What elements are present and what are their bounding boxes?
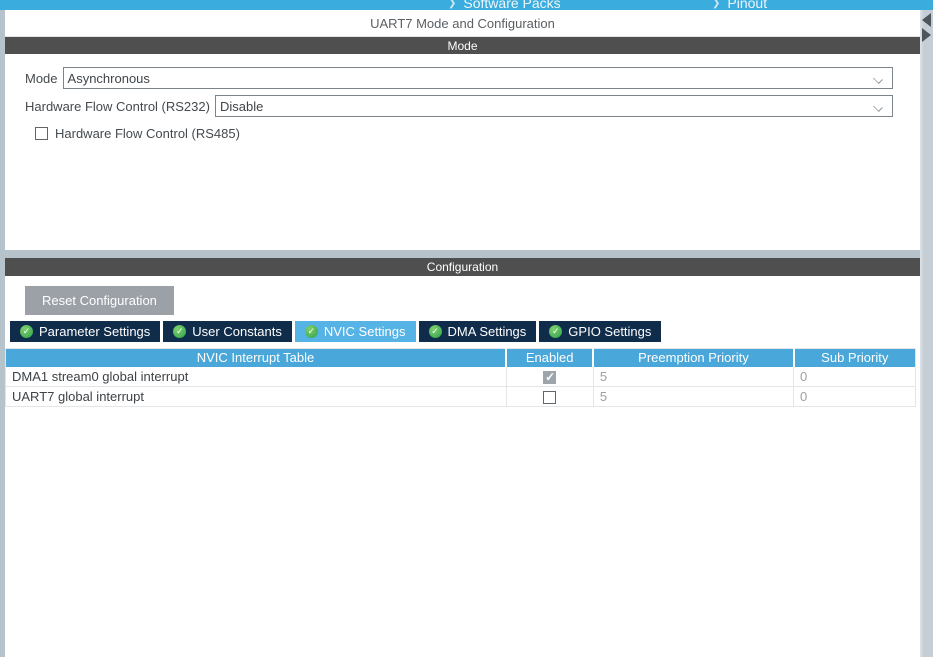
panel-gap bbox=[5, 250, 920, 258]
column-header-interrupt: NVIC Interrupt Table bbox=[5, 348, 507, 367]
view-tab-software-packs[interactable]: ❯ Software Packs bbox=[448, 0, 561, 10]
rs485-checkbox[interactable] bbox=[35, 127, 48, 140]
rs485-label: Hardware Flow Control (RS485) bbox=[55, 126, 240, 141]
chevron-right-icon: ❯ bbox=[448, 0, 457, 9]
mode-label: Mode bbox=[25, 70, 58, 86]
rs232-label: Hardware Flow Control (RS232) bbox=[25, 98, 210, 114]
panel-collapse-strip bbox=[920, 10, 933, 657]
chevron-down-icon bbox=[874, 75, 882, 83]
mode-dropdown[interactable]: Asynchronous bbox=[62, 67, 893, 89]
table-row: DMA1 stream0 global interrupt 5 0 bbox=[5, 366, 916, 387]
enabled-cell bbox=[506, 386, 594, 407]
nvic-interrupt-table: NVIC Interrupt Table Enabled Preemption … bbox=[5, 348, 916, 407]
rs485-row: Hardware Flow Control (RS485) bbox=[35, 126, 893, 141]
check-badge-icon: ✓ bbox=[428, 325, 442, 338]
sub-priority-cell[interactable]: 0 bbox=[793, 366, 916, 387]
rs232-flow-control-dropdown[interactable]: Disable bbox=[214, 95, 893, 117]
preemption-priority-cell[interactable]: 5 bbox=[593, 366, 795, 387]
uart7-panel: Mode Mode Asynchronous Hardware Flow Con… bbox=[5, 37, 920, 657]
check-badge-icon: ✓ bbox=[304, 325, 318, 338]
rs232-row: Hardware Flow Control (RS232) Disable bbox=[25, 95, 893, 117]
tab-label: Parameter Settings bbox=[39, 324, 151, 339]
configuration-section-body: Reset Configuration ✓ Parameter Settings… bbox=[5, 276, 920, 657]
mode-dropdown-value: Asynchronous bbox=[67, 70, 150, 86]
mode-row: Mode Asynchronous bbox=[25, 67, 893, 89]
check-badge-icon: ✓ bbox=[20, 325, 33, 338]
expand-right-arrow-icon[interactable] bbox=[922, 28, 931, 42]
mode-section-header: Mode bbox=[5, 37, 920, 54]
enabled-checkbox[interactable] bbox=[543, 391, 557, 405]
configuration-section-header: Configuration bbox=[5, 258, 920, 276]
chevron-down-icon bbox=[874, 103, 882, 111]
enabled-cell bbox=[506, 366, 594, 387]
column-header-preemption-priority: Preemption Priority bbox=[593, 348, 795, 367]
tab-gpio-settings[interactable]: ✓ GPIO Settings bbox=[539, 321, 662, 342]
mode-section-header-label: Mode bbox=[447, 38, 478, 53]
view-tab-pinout[interactable]: ❯ Pinout bbox=[712, 0, 767, 10]
configuration-section-header-label: Configuration bbox=[426, 260, 499, 274]
tab-parameter-settings[interactable]: ✓ Parameter Settings bbox=[10, 321, 161, 342]
reset-configuration-button[interactable]: Reset Configuration bbox=[25, 286, 174, 315]
collapse-left-arrow-icon[interactable] bbox=[922, 13, 931, 27]
check-badge-icon: ✓ bbox=[549, 325, 563, 338]
enabled-checkbox[interactable] bbox=[543, 370, 557, 384]
tab-label: DMA Settings bbox=[447, 324, 527, 339]
tab-nvic-settings[interactable]: ✓ NVIC Settings bbox=[294, 321, 416, 342]
mode-section-body: Mode Asynchronous Hardware Flow Control … bbox=[5, 54, 920, 250]
top-view-bar: ❯ Software Packs ❯ Pinout bbox=[0, 0, 933, 10]
rs232-dropdown-value: Disable bbox=[219, 98, 264, 114]
sub-priority-cell[interactable]: 0 bbox=[793, 386, 916, 407]
tab-user-constants[interactable]: ✓ User Constants bbox=[163, 321, 292, 342]
column-header-sub-priority: Sub Priority bbox=[793, 348, 916, 367]
software-packs-label: Software Packs bbox=[463, 0, 561, 10]
tab-dma-settings[interactable]: ✓ DMA Settings bbox=[418, 321, 537, 342]
panel-title: UART7 Mode and Configuration bbox=[5, 10, 920, 37]
tab-label: User Constants bbox=[192, 324, 282, 339]
panel-title-text: UART7 Mode and Configuration bbox=[370, 15, 555, 31]
table-row: UART7 global interrupt 5 0 bbox=[5, 386, 916, 407]
table-header-row: NVIC Interrupt Table Enabled Preemption … bbox=[5, 348, 916, 367]
column-header-enabled: Enabled bbox=[506, 348, 595, 367]
configuration-tabs: ✓ Parameter Settings ✓ User Constants ✓ … bbox=[10, 321, 920, 342]
interrupt-name-cell: UART7 global interrupt bbox=[5, 386, 507, 407]
pinout-label: Pinout bbox=[727, 0, 768, 10]
tab-label: NVIC Settings bbox=[323, 324, 406, 339]
preemption-priority-cell[interactable]: 5 bbox=[593, 386, 795, 407]
interrupt-name-cell: DMA1 stream0 global interrupt bbox=[5, 366, 507, 387]
check-badge-icon: ✓ bbox=[173, 325, 187, 338]
chevron-right-icon: ❯ bbox=[712, 0, 721, 9]
tab-label: GPIO Settings bbox=[568, 324, 652, 339]
